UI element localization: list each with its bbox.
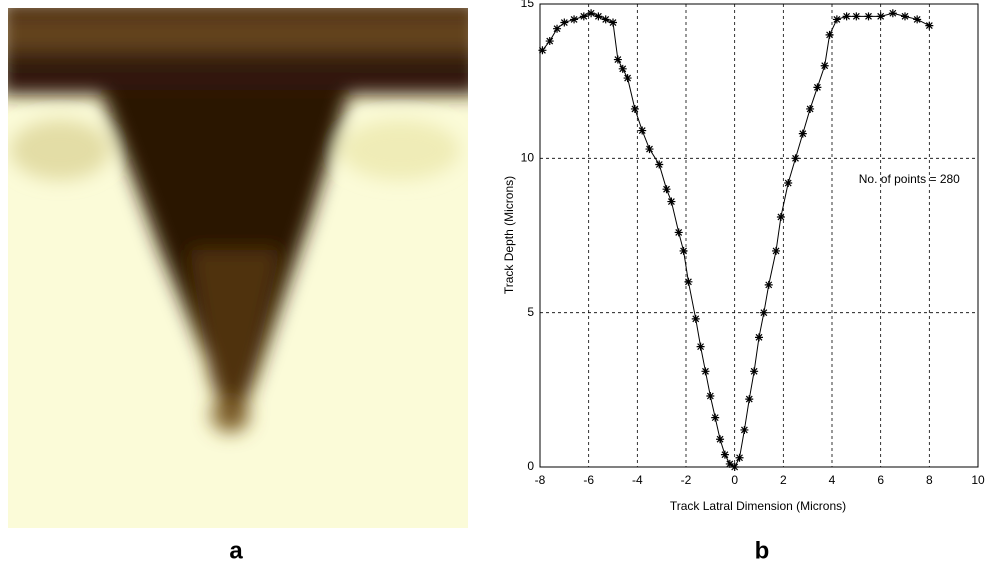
data-point [716, 435, 725, 444]
data-point [784, 179, 793, 188]
data-point [618, 64, 627, 73]
x-axis-label: Track Latral Dimension (Microns) [670, 499, 846, 513]
data-point [594, 12, 603, 21]
data-point [662, 185, 671, 194]
data-point [735, 453, 744, 462]
x-tick-label: 6 [877, 473, 884, 487]
data-point [623, 74, 632, 83]
annotation: No. of points = 280 [859, 172, 960, 186]
data-point [876, 12, 885, 21]
data-point [706, 392, 715, 401]
data-point [820, 61, 829, 70]
data-point [864, 12, 873, 21]
data-point [755, 333, 763, 342]
data-point [553, 24, 562, 33]
data-line [542, 12, 930, 468]
data-point [538, 46, 547, 55]
data-point [852, 12, 861, 21]
data-point [764, 280, 773, 289]
data-point [601, 15, 610, 24]
y-tick-label: 5 [527, 305, 534, 319]
data-point [725, 459, 734, 468]
data-point [925, 21, 934, 30]
data-point [674, 228, 683, 237]
data-point [701, 367, 710, 376]
data-point [806, 104, 815, 113]
data-point [813, 83, 822, 92]
data-point [630, 104, 639, 113]
data-point [691, 314, 700, 323]
data-point [772, 246, 781, 255]
data-point [913, 15, 922, 24]
data-point [655, 160, 664, 169]
data-point [750, 367, 759, 376]
x-tick-label: -4 [632, 473, 643, 487]
data-point [579, 12, 588, 21]
data-point [711, 413, 720, 422]
data-point [730, 463, 739, 471]
x-tick-label: -6 [583, 473, 594, 487]
x-tick-label: 10 [971, 473, 985, 487]
data-point [759, 308, 768, 317]
x-tick-label: -2 [681, 473, 692, 487]
data-point [638, 126, 647, 135]
panel-label: a [229, 537, 243, 564]
data-point [545, 37, 554, 46]
data-point [570, 15, 579, 24]
data-point [825, 30, 834, 39]
x-tick-label: 2 [780, 473, 787, 487]
data-point [842, 12, 851, 21]
photo [8, 8, 468, 528]
y-tick-label: 0 [527, 459, 534, 473]
plot-frame [539, 3, 979, 468]
data-point [645, 145, 654, 154]
data-point [720, 450, 729, 459]
data-point [684, 277, 693, 286]
data-point [679, 246, 688, 255]
data-point [798, 129, 807, 138]
x-tick-label: -8 [535, 473, 546, 487]
data-point [740, 425, 749, 434]
x-tick-label: 8 [926, 473, 933, 487]
data-point [609, 18, 617, 27]
data-point [888, 9, 897, 18]
x-tick-label: 4 [829, 473, 836, 487]
data-point [776, 212, 785, 221]
panel-label: b [755, 537, 770, 564]
data-point [901, 12, 909, 21]
data-point [696, 342, 705, 351]
data-point [745, 395, 754, 404]
data-point [613, 55, 622, 64]
data-point [791, 154, 800, 163]
data-point [587, 9, 596, 18]
y-axis-label: Track Depth (Microns) [502, 176, 516, 294]
data-point [832, 15, 841, 24]
data-point [667, 197, 676, 206]
y-tick-label: 15 [521, 0, 535, 10]
y-tick-label: 10 [521, 151, 535, 165]
x-tick-label: 0 [731, 473, 738, 487]
data-point [560, 18, 569, 27]
